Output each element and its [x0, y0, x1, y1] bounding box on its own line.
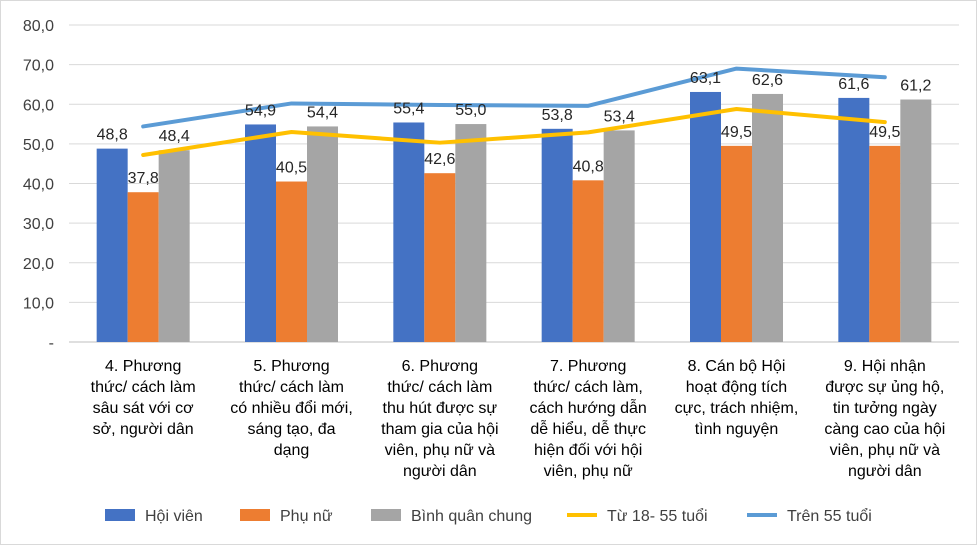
bar [869, 145, 901, 342]
y-tick-label: 60,0 [23, 97, 54, 114]
category-label-line: người dân [848, 463, 922, 480]
category-label-line: 5. Phương [253, 358, 329, 375]
category-label-line: viên, phụ nữ và [830, 442, 940, 459]
category-label-line: cực, trách nhiệm, [675, 400, 799, 417]
category-label: 4. Phương thức/ cách làm sâu sát với cơ sở,… [91, 358, 196, 438]
bar [245, 124, 276, 343]
bar [393, 122, 425, 342]
category-label-line: sáng tạo, đa [247, 421, 335, 438]
data-label: 49,5 [721, 124, 752, 141]
category-label-line: thu hút được sự [383, 400, 498, 417]
y-tick-label: 30,0 [23, 216, 54, 233]
legend-label: Phụ nữ [280, 508, 333, 525]
legend-swatch [105, 509, 135, 521]
category-label-line: sâu sát với cơ [93, 400, 195, 417]
y-tick-label: 20,0 [23, 256, 54, 273]
bar [158, 150, 190, 342]
category-label-line: người dân [403, 463, 477, 480]
y-tick-label: 10,0 [23, 295, 54, 312]
category-label-line: dạng [274, 442, 310, 459]
legend-label: Bình quân chung [411, 508, 532, 525]
legend-label: Từ 18- 55 tuổi [607, 507, 708, 525]
category-label-line: hoạt động tích [686, 379, 787, 396]
bar [424, 173, 456, 342]
category-label-line: 8. Cán bộ Hội [688, 358, 786, 375]
data-label: 62,6 [752, 72, 783, 89]
data-label: 61,6 [838, 76, 869, 93]
bar [572, 180, 604, 342]
legend-label: Trên 55 tuổi [787, 507, 872, 525]
data-label: 61,2 [900, 77, 931, 94]
bar [838, 97, 870, 342]
data-label: 48,8 [97, 127, 128, 144]
category-label-line: thức/ cách làm [91, 379, 196, 396]
y-tick-label: 40,0 [23, 177, 54, 194]
legend-label: Hội viên [145, 508, 203, 525]
data-label: 54,4 [307, 104, 338, 121]
data-label: 42,6 [424, 151, 455, 168]
category-label-line: 7. Phương [550, 358, 626, 375]
category-label-line: thức/ cách làm [387, 379, 492, 396]
bar [690, 91, 721, 342]
data-label: 55,0 [455, 102, 486, 119]
category-label-line: tình nguyện [695, 421, 779, 438]
category-label-line: 4. Phương [105, 358, 181, 375]
data-label: 53,4 [604, 108, 635, 125]
data-label: 49,5 [869, 124, 900, 141]
data-label: 48,4 [159, 128, 190, 145]
bar [307, 126, 338, 342]
data-label: 40,8 [573, 158, 604, 175]
category-label-line: tham gia của hội [381, 421, 498, 438]
bar [96, 148, 128, 342]
category-label-line: dễ hiểu, dễ thực [530, 419, 646, 438]
category-label-line: càng cao của hội [824, 421, 945, 438]
category-label: 9. Hội nhận được sự ủng hộ, tin tưởng ngày… [824, 358, 945, 480]
series-line [141, 107, 887, 157]
bar [541, 128, 573, 342]
data-label: 40,5 [276, 160, 307, 177]
category-label-line: hiện đối với hội [534, 442, 642, 459]
y-tick-label: 50,0 [23, 137, 54, 154]
category-label-line: 9. Hội nhận [844, 358, 926, 375]
legend-swatch [371, 509, 401, 521]
category-label: 6. Phương thức/ cách làm thu hút được sự th… [381, 358, 498, 480]
category-label-line: viên, phụ nữ và [385, 442, 495, 459]
bar [455, 124, 487, 342]
series-line [141, 66, 887, 129]
data-label: 55,4 [393, 100, 424, 117]
category-label: 8. Cán bộ Hội hoạt động tích cực, trách nh… [675, 358, 799, 438]
y-tick-label: - [49, 335, 54, 352]
bar [127, 192, 159, 342]
bar [721, 145, 752, 342]
bar [276, 181, 307, 342]
category-label: 7. Phương thức/ cách làm, cách hướng dẫn dễ… [530, 358, 647, 480]
bar [603, 130, 635, 342]
data-label: 37,8 [128, 170, 159, 187]
category-label: 5. Phương thức/ cách làm có nhiều đổi mới,… [230, 358, 353, 459]
bar [900, 99, 932, 343]
category-label-line: có nhiều đổi mới, [230, 399, 353, 417]
category-label-line: được sự ủng hộ, [825, 379, 944, 396]
y-tick-label: 80,0 [23, 18, 54, 35]
category-label-line: tin tưởng ngày [833, 400, 937, 417]
legend-swatch [240, 509, 270, 521]
data-label: 53,8 [542, 107, 573, 124]
category-label-line: thức/ cách làm, [533, 379, 642, 396]
bar [752, 93, 783, 342]
category-label-line: 6. Phương [402, 358, 478, 375]
data-label: 63,1 [690, 70, 721, 87]
category-label-line: viên, phụ nữ [544, 463, 633, 480]
category-label-line: sở, người dân [93, 421, 194, 438]
y-tick-label: 70,0 [23, 58, 54, 75]
category-label-line: thức/ cách làm [239, 379, 344, 396]
category-label-line: cách hướng dẫn [530, 398, 647, 417]
data-label: 54,9 [245, 102, 276, 119]
